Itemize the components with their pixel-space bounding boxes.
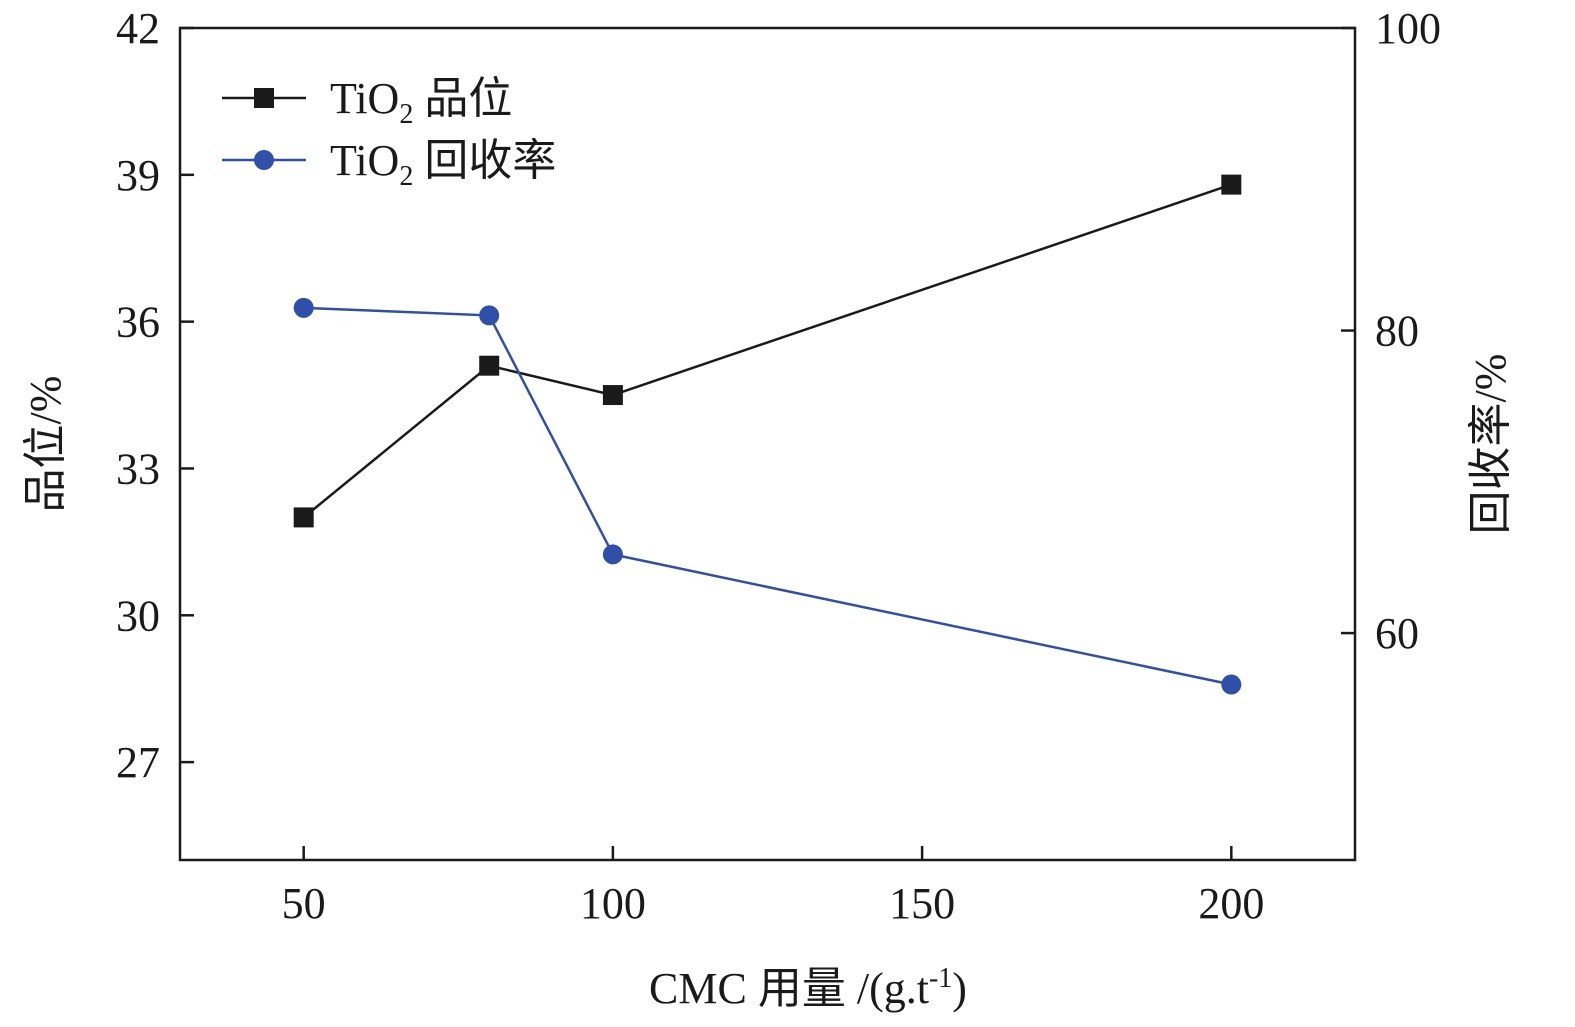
data-point-square xyxy=(602,385,623,406)
data-point-circle xyxy=(479,305,500,326)
legend-marker-square xyxy=(254,88,274,108)
legend-label: TiO2 品位 xyxy=(330,74,512,130)
data-point-circle xyxy=(293,297,314,318)
data-point-circle xyxy=(1221,674,1242,695)
y-right-tick-label: 60 xyxy=(1375,609,1419,658)
legend: TiO2 品位 TiO2 回收率 xyxy=(222,74,556,192)
y-left-tick-label: 27 xyxy=(116,738,160,787)
axes: 50 100 150 200 27 30 33 36 39 42 60 80 100 xyxy=(116,4,1441,928)
series-marks xyxy=(293,174,1242,695)
x-axis-label: CMC 用量 /(g.t-1) xyxy=(649,963,967,1013)
x-tick-label: 150 xyxy=(889,879,955,928)
x-tick-label: 100 xyxy=(580,879,646,928)
y-axis-left-label: 品位/% xyxy=(21,376,70,513)
series-line xyxy=(303,306,1232,686)
data-point-square xyxy=(293,507,314,528)
y-left-tick-label: 42 xyxy=(116,4,160,53)
y-right-tick-label: 100 xyxy=(1375,4,1441,53)
data-point-circle xyxy=(602,544,623,565)
legend-label: TiO2 回收率 xyxy=(330,136,556,192)
plot-frame xyxy=(178,26,1357,862)
data-point-square xyxy=(1221,174,1242,195)
y-left-tick-label: 33 xyxy=(116,444,160,493)
y-right-tick-label: 80 xyxy=(1375,307,1419,356)
series-line xyxy=(302,183,1232,519)
x-tick-label: 50 xyxy=(282,879,326,928)
y-left-tick-label: 39 xyxy=(116,151,160,200)
y-left-tick-label: 30 xyxy=(116,591,160,640)
y-left-tick-label: 36 xyxy=(116,298,160,347)
data-point-square xyxy=(479,355,500,376)
legend-marker-circle xyxy=(254,150,274,170)
y-axis-right-label: 回收率/% xyxy=(1466,354,1515,535)
x-tick-label: 200 xyxy=(1198,879,1264,928)
